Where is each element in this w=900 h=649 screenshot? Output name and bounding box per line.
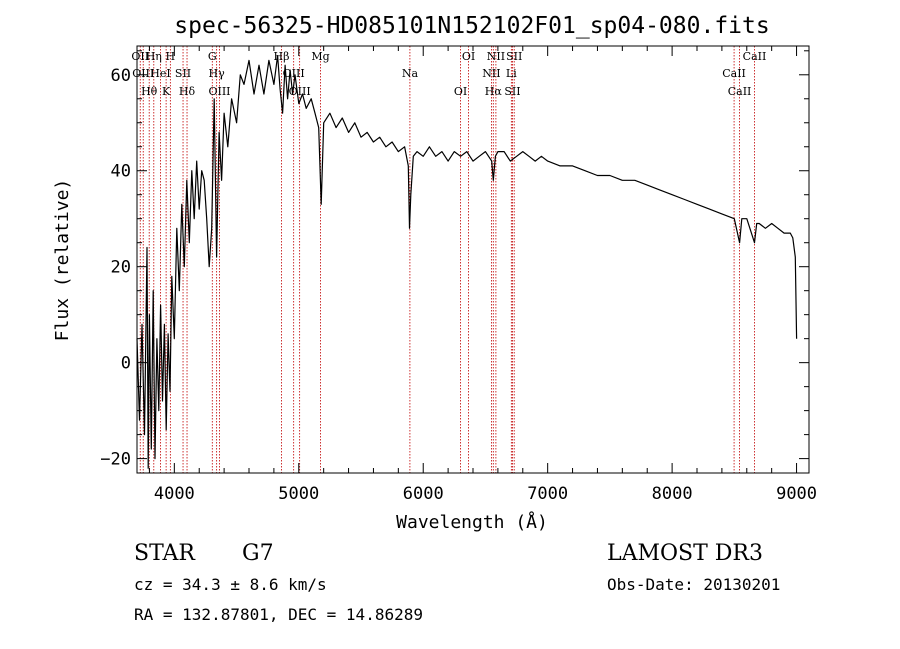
line-marker-label: Hη <box>146 50 162 63</box>
line-marker-label: CaII <box>728 85 752 98</box>
x-axis: 4000 5000 6000 7000 8000 9000 <box>148 46 817 504</box>
line-marker-label: G <box>208 50 217 63</box>
emission-line-labels: OII OIII Hθ Hη HeI K H SII Hδ G Hγ OIII Hβ OIII OIII Mg… <box>131 50 766 98</box>
x-axis-label: Wavelength (Å) <box>396 511 548 533</box>
line-marker-label: NII <box>482 67 500 80</box>
line-marker-label: NII <box>487 50 505 63</box>
line-marker-label: Mg <box>311 50 329 63</box>
y-axis-label: Flux (relative) <box>52 179 73 342</box>
line-marker-label: HeI <box>150 67 170 80</box>
y-tick-label: 60 <box>111 66 131 86</box>
emission-line-markers <box>139 46 755 473</box>
x-tick-label: 9000 <box>776 484 817 504</box>
x-tick-label: 4000 <box>154 484 195 504</box>
line-marker-label: OIII <box>132 67 154 80</box>
line-marker-label: Hα <box>485 85 503 98</box>
line-marker-label: OI <box>462 50 475 63</box>
line-marker-label: Na <box>402 67 419 80</box>
line-marker-label: OIII <box>283 67 305 80</box>
y-tick-label: 40 <box>111 162 131 182</box>
x-tick-label: 6000 <box>403 484 444 504</box>
object-subclass: G7 <box>242 541 274 566</box>
line-marker-label: Hδ <box>179 85 196 98</box>
line-marker-label: OI <box>454 85 467 98</box>
y-tick-label: 20 <box>111 258 131 278</box>
line-marker-label: Hγ <box>209 67 226 80</box>
x-tick-label: 8000 <box>652 484 693 504</box>
x-tick-label: 7000 <box>527 484 568 504</box>
coordinates-text: RA = 132.87801, DEC = 14.86289 <box>134 605 423 624</box>
survey-name: LAMOST DR3 <box>607 541 763 566</box>
line-marker-label: Hθ <box>141 85 158 98</box>
spectrum-line <box>136 54 798 469</box>
x-tick-label: 5000 <box>278 484 319 504</box>
line-marker-label: OII <box>131 50 149 63</box>
y-tick-label: 0 <box>121 354 131 374</box>
line-marker-label: Li <box>506 67 517 80</box>
line-marker-label: OIII <box>289 85 311 98</box>
line-marker-label: H <box>166 50 176 63</box>
redshift-text: cz = 34.3 ± 8.6 km/s <box>134 575 327 594</box>
line-marker-label: SII <box>506 50 522 63</box>
line-marker-label: SII <box>175 67 191 80</box>
line-marker-label: CaII <box>743 50 767 63</box>
line-marker-label: K <box>162 85 171 98</box>
y-axis: −20 0 20 40 60 <box>100 50 809 470</box>
y-tick-label: −20 <box>100 450 131 470</box>
observation-date: Obs-Date: 20130201 <box>607 575 780 594</box>
line-marker-label: OIII <box>208 85 230 98</box>
line-marker-label: CaII <box>722 67 746 80</box>
line-marker-label: SII <box>504 85 520 98</box>
object-type: STAR <box>134 541 196 566</box>
chart-title: spec-56325-HD085101N152102F01_sp04-080.f… <box>174 13 769 39</box>
line-marker-label: Hβ <box>274 50 290 63</box>
